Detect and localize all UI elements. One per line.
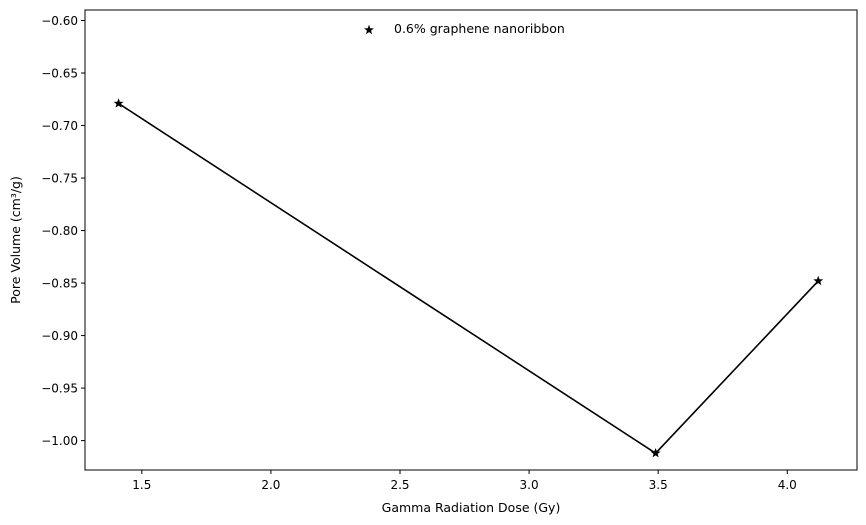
y-tick-label: −1.00 xyxy=(41,434,78,448)
data-point-star xyxy=(113,98,124,108)
y-tick-label: −0.80 xyxy=(41,224,78,238)
y-tick-label: −0.75 xyxy=(41,172,78,186)
x-tick-label: 2.0 xyxy=(261,478,280,492)
x-axis-title: Gamma Radiation Dose (Gy) xyxy=(382,500,561,515)
data-point-star xyxy=(813,275,824,286)
x-tick-label: 3.0 xyxy=(520,478,539,492)
x-tick-label: 1.5 xyxy=(132,478,151,492)
x-axis-ticks: 1.5 2.0 2.5 3.0 3.5 4.0 xyxy=(132,470,797,492)
y-tick-label: −0.85 xyxy=(41,277,78,291)
x-tick-label: 4.0 xyxy=(778,478,797,492)
series-layer xyxy=(113,98,824,458)
legend-star-marker xyxy=(364,24,374,35)
y-tick-label: −0.60 xyxy=(41,14,78,28)
y-axis-title: Pore Volume (cm³/g) xyxy=(8,176,23,304)
y-tick-label: −0.65 xyxy=(41,67,78,81)
y-tick-label: −0.95 xyxy=(41,382,78,396)
y-tick-label: −0.90 xyxy=(41,329,78,343)
data-point-star xyxy=(650,448,661,458)
plot-area-frame xyxy=(84,9,858,471)
y-axis-ticks: −0.60 −0.65 −0.70 −0.75 −0.80 −0.85 −0.90 −0.95… xyxy=(41,14,85,448)
legend: 0.6% graphene nanoribbon xyxy=(364,21,565,36)
x-tick-label: 2.5 xyxy=(390,478,409,492)
x-tick-label: 3.5 xyxy=(649,478,668,492)
legend-label: 0.6% graphene nanoribbon xyxy=(394,21,565,36)
y-tick-label: −0.70 xyxy=(41,119,78,133)
